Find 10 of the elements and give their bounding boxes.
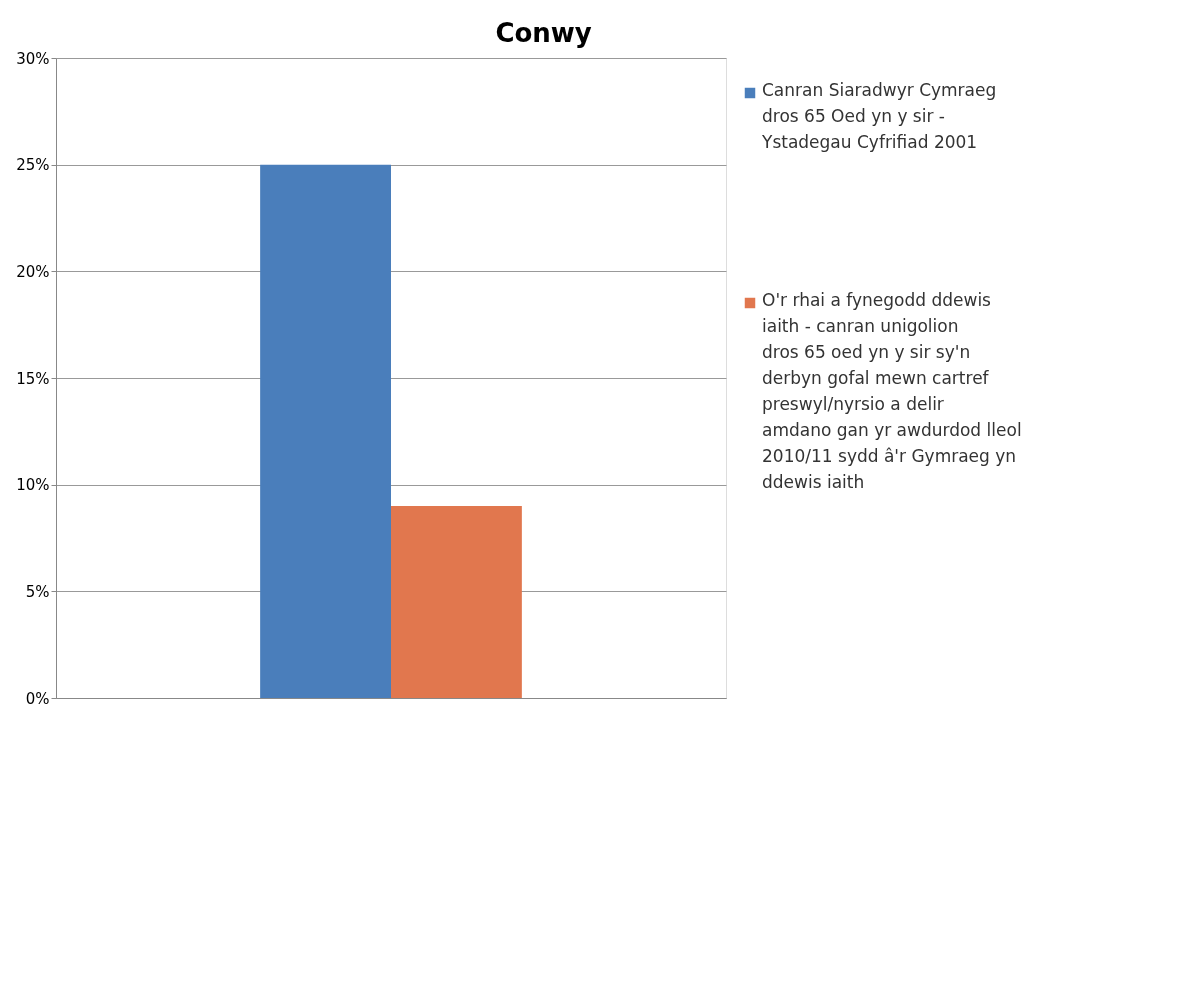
y-tick-label: 30% (16, 49, 50, 68)
y-tick-label: 0% (25, 689, 50, 708)
y-tick-label: 20% (16, 262, 50, 281)
y-tick-label: 10% (16, 476, 50, 495)
y-tick-label: 25% (16, 156, 50, 175)
legend-label: Canran Siaradwyr Cymraeg dros 65 Oed yn y sir - Ystadegau Cyfrifiad 2001 (761, 80, 997, 152)
chart-title: Conwy (495, 17, 592, 48)
y-tick-label: 5% (25, 582, 50, 601)
legend-label: O'r rhai a fynegodd ddewis iaith - canran unigolion dros 65 oed yn y sir sy'n derbyn gofal mewn cartref preswyl/nyrsio a delir amdano gan yr awdurdod lleol 2010/11 sydd â'r Gymraeg yn ddewis iaith (762, 290, 1022, 492)
y-tick-label: 15% (16, 369, 50, 388)
